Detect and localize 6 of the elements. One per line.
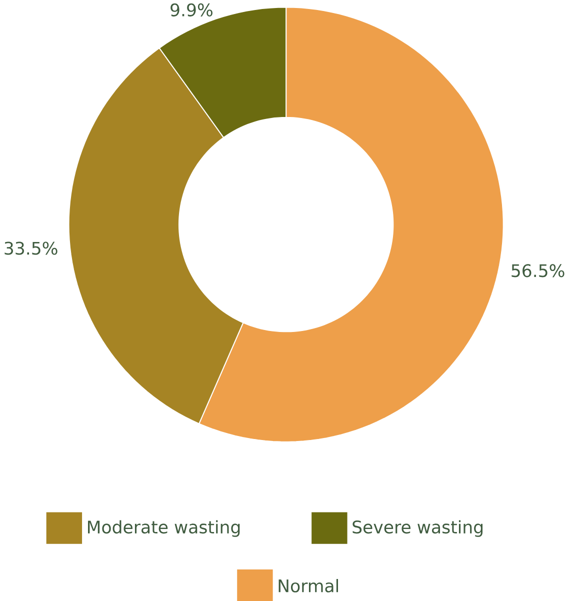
data-label: 56.5% [512,264,564,278]
legend-label: Severe wasting [352,520,483,537]
legend-label: Normal [278,579,338,592]
data-label: 9.9% [170,3,213,16]
data-label: 33.5% [4,242,58,255]
legend-label: Moderate wasting [88,520,240,537]
